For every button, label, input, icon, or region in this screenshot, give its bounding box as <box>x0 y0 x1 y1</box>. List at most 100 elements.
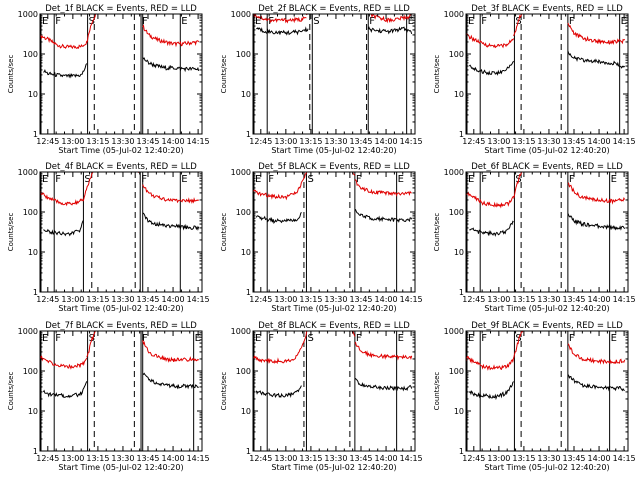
y-axis-label: Counts/sec <box>433 55 441 94</box>
x-tick-label: 13:30 <box>537 137 560 146</box>
marker-label: F <box>569 174 575 185</box>
plot-frame <box>465 330 629 452</box>
y-tick-label: 10 <box>28 248 38 257</box>
x-tick-label: 13:00 <box>274 454 297 463</box>
x-axis-label: Start Time (05-Jul-02 12:40:20) <box>271 146 396 155</box>
x-axis-label: Start Time (05-Jul-02 12:40:20) <box>58 146 183 155</box>
x-tick-label: 13:00 <box>274 137 297 146</box>
x-axis-label: Start Time (05-Jul-02 12:40:20) <box>58 463 183 472</box>
marker-label: E <box>398 333 404 344</box>
plot-area <box>253 14 413 36</box>
marker-label: E <box>42 333 48 344</box>
y-tick-label: 1000 <box>444 10 464 19</box>
x-tick-label: 12:45 <box>249 137 272 146</box>
y-tick-label: 1000 <box>231 10 251 19</box>
x-tick-label: 12:45 <box>36 454 59 463</box>
x-tick-label: 14:00 <box>375 295 398 304</box>
marker-label: E <box>611 174 617 185</box>
y-tick-label: 1 <box>33 288 38 297</box>
x-axis-label: Start Time (05-Jul-02 12:40:20) <box>271 304 396 313</box>
y-tick-label: 10 <box>241 407 251 416</box>
y-tick-label: 1 <box>33 447 38 456</box>
panel-title: Det_9f BLACK = Events, RED = LLD <box>471 321 623 331</box>
x-tick-label: 12:45 <box>36 137 59 146</box>
marker-label: F <box>481 174 487 185</box>
y-tick-label: 100 <box>449 208 464 217</box>
y-tick-label: 1 <box>246 447 251 456</box>
plot-frame <box>39 13 203 135</box>
y-tick-label: 1000 <box>18 168 38 177</box>
y-tick-label: 10 <box>28 407 38 416</box>
y-tick-label: 100 <box>449 50 464 59</box>
marker-label: F <box>268 174 274 185</box>
y-tick-label: 100 <box>236 50 251 59</box>
y-tick-label: 100 <box>236 367 251 376</box>
plot-frame <box>252 171 416 293</box>
marker-label: F <box>141 174 147 185</box>
series-lld-line <box>86 14 97 43</box>
y-tick-label: 10 <box>454 407 464 416</box>
x-tick-label: 14:15 <box>187 454 210 463</box>
plot-frame <box>39 171 203 293</box>
y-axis-label: Counts/sec <box>220 55 228 94</box>
plot-area <box>40 172 200 237</box>
series-events-line <box>256 26 309 36</box>
marker-label: F <box>569 333 575 344</box>
series-lld-line <box>253 182 302 201</box>
x-tick-label: 13:30 <box>324 295 347 304</box>
marker-label: E <box>468 16 474 27</box>
marker-label: E <box>195 333 201 344</box>
y-tick-label: 1000 <box>231 168 251 177</box>
x-tick-label: 13:15 <box>299 454 322 463</box>
y-axis-label: Counts/sec <box>433 213 441 252</box>
panel-title: Det_1f BLACK = Events, RED = LLD <box>45 4 197 14</box>
x-tick-label: 13:30 <box>111 454 134 463</box>
x-tick-label: 13:15 <box>86 454 109 463</box>
marker-label: E <box>181 174 187 185</box>
y-axis-label: Counts/sec <box>7 372 15 411</box>
marker-label: S <box>307 174 313 185</box>
y-tick-label: 100 <box>23 367 38 376</box>
plot-frame <box>465 13 629 135</box>
series-events-line <box>42 381 88 399</box>
panel-title: Det_3f BLACK = Events, RED = LLD <box>471 4 623 14</box>
plot-area <box>253 172 413 224</box>
x-tick-label: 12:45 <box>36 295 59 304</box>
x-axis-label: Start Time (05-Jul-02 12:40:20) <box>484 463 609 472</box>
y-tick-label: 1 <box>246 288 251 297</box>
plot-area <box>40 14 200 79</box>
series-events-line <box>567 213 626 231</box>
marker-label: F <box>481 16 487 27</box>
x-tick-label: 13:15 <box>86 137 109 146</box>
y-tick-label: 1000 <box>444 327 464 336</box>
x-tick-label: 13:30 <box>111 295 134 304</box>
panel-title: Det_6f BLACK = Events, RED = LLD <box>471 162 623 172</box>
marker-label: F <box>55 174 61 185</box>
plot-frame <box>465 171 629 293</box>
marker-label: S <box>89 16 95 27</box>
plot-frame <box>39 330 203 452</box>
y-tick-label: 1 <box>246 130 251 139</box>
y-axis-label: Counts/sec <box>220 213 228 252</box>
y-tick-label: 100 <box>23 208 38 217</box>
x-tick-label: 13:00 <box>487 137 510 146</box>
x-tick-label: 14:00 <box>588 137 611 146</box>
x-tick-label: 14:00 <box>162 137 185 146</box>
marker-label: F <box>369 16 375 27</box>
marker-label: E <box>611 333 617 344</box>
series-events-line <box>354 208 413 223</box>
y-tick-label: 100 <box>236 208 251 217</box>
series-lld-line <box>142 339 200 363</box>
x-tick-label: 13:30 <box>537 454 560 463</box>
x-tick-label: 14:15 <box>187 295 210 304</box>
plot-frame <box>252 13 416 135</box>
marker-label: F <box>268 333 274 344</box>
x-tick-label: 13:45 <box>562 295 585 304</box>
